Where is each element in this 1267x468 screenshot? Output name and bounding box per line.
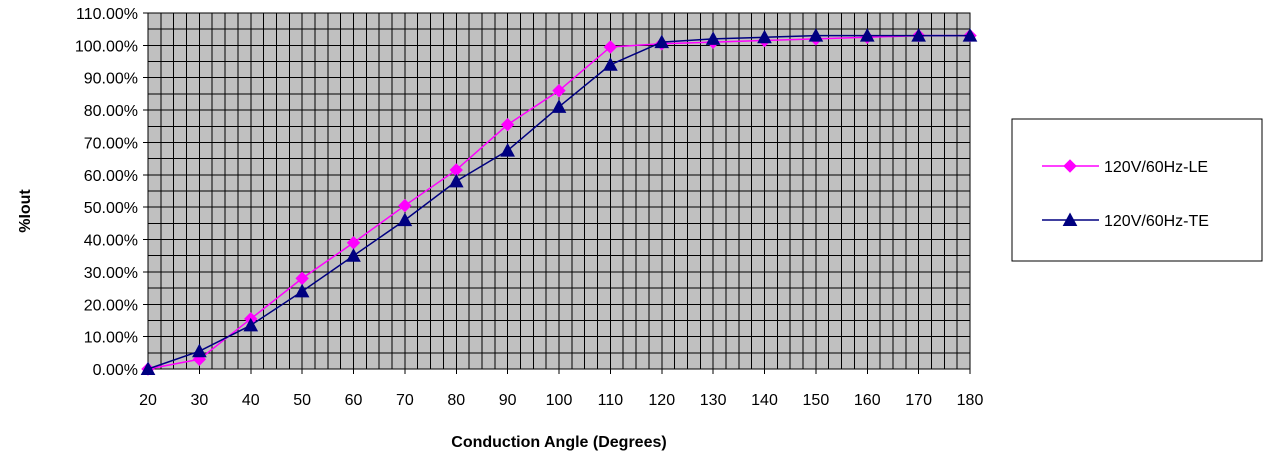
legend: 120V/60Hz-LE 120V/60Hz-TE	[1011, 118, 1263, 262]
x-tick-label: 120	[648, 392, 675, 409]
series-2-point	[500, 142, 515, 157]
y-tick-label: 40.00%	[84, 233, 138, 250]
y-tick-label: 30.00%	[84, 265, 138, 282]
x-tick-label: 70	[396, 392, 414, 409]
x-tick-label: 20	[139, 392, 157, 409]
series-2-point	[243, 317, 259, 332]
y-tick-label: 70.00%	[84, 135, 138, 152]
series-2-point	[397, 212, 413, 227]
x-tick-label: 140	[751, 392, 778, 409]
y-tick-label: 80.00%	[84, 103, 138, 120]
series-2-point	[808, 28, 824, 42]
series-2-point	[294, 283, 310, 298]
series-2-point	[911, 28, 926, 42]
series-2-point	[962, 28, 978, 42]
y-tick-label: 50.00%	[84, 200, 138, 217]
legend-marker-2	[1062, 212, 1078, 227]
x-tick-label: 180	[957, 392, 984, 409]
series-2-point	[654, 34, 670, 49]
y-tick-label: 110.00%	[76, 6, 138, 23]
y-tick-label: 0.00%	[93, 362, 138, 379]
series-2-point	[705, 31, 721, 45]
x-tick-label: 60	[345, 392, 363, 409]
y-tick-label: 60.00%	[84, 168, 138, 185]
y-tick-label: 100.00%	[75, 38, 138, 55]
series-2-point	[603, 57, 618, 71]
y-tick-label: 20.00%	[84, 297, 138, 314]
series-2-point	[551, 99, 567, 113]
y-tick-label: 10.00%	[84, 330, 138, 347]
x-tick-label: 100	[546, 392, 573, 409]
legend-label-1: 120V/60Hz-LE	[1104, 159, 1208, 176]
x-tick-label: 130	[700, 392, 727, 409]
plot-area: 0.00% 10.00% 20.00% 30.00% 40.00% 50.00% 60.00…	[75, 6, 984, 409]
x-tick-label: 160	[854, 392, 881, 409]
series-1-point	[398, 198, 412, 213]
x-tick-label: 30	[190, 392, 208, 409]
x-tick-label: 150	[803, 392, 830, 409]
y-tick-label: 90.00%	[84, 71, 138, 88]
x-tick-label: 90	[499, 392, 517, 409]
legend-box	[1011, 118, 1263, 262]
series-2-point	[192, 343, 207, 358]
series-2-point	[140, 361, 156, 376]
series-2-point	[346, 248, 361, 262]
x-tick-label: 80	[447, 392, 465, 409]
series-1-point	[500, 117, 515, 132]
series-2-point	[757, 29, 772, 44]
legend-label-2: 120V/60Hz-TE	[1104, 213, 1209, 230]
x-tick-label: 40	[242, 392, 260, 409]
x-axis-label: Conduction Angle (Degrees)	[451, 434, 666, 451]
y-axis-label: %Iout	[17, 189, 34, 233]
x-tick-label: 170	[905, 392, 932, 409]
legend-marker-1	[1063, 159, 1077, 173]
series-2-point	[448, 173, 464, 188]
x-tick-label: 110	[598, 392, 624, 409]
series-2-point	[859, 28, 875, 42]
x-tick-label: 50	[293, 392, 311, 409]
series-1-point	[552, 83, 566, 98]
series-1-point	[603, 40, 618, 54]
